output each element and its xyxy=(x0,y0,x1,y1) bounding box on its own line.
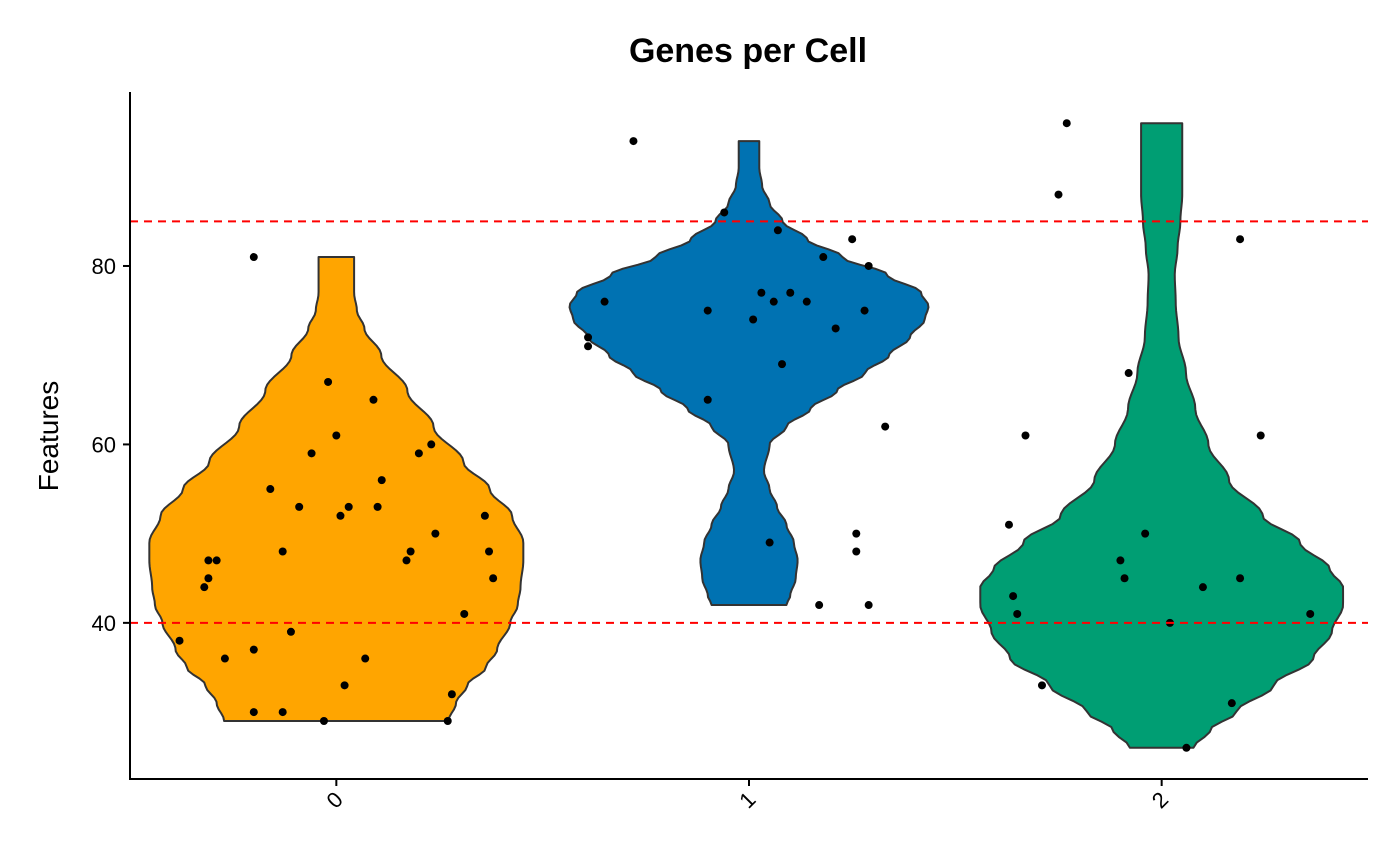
data-point-2-7 xyxy=(1116,556,1125,565)
data-point-2-8 xyxy=(1120,574,1129,583)
data-point-2-3 xyxy=(1021,431,1030,440)
data-point-0-18 xyxy=(336,511,345,520)
data-point-1-4 xyxy=(703,306,712,315)
data-point-1-22 xyxy=(864,601,873,610)
x-tick-label-0: 0 xyxy=(322,787,348,813)
data-point-0-33 xyxy=(480,511,489,520)
data-point-2-16 xyxy=(1236,574,1245,583)
data-point-2-13 xyxy=(1198,583,1207,592)
jitter-points-layer xyxy=(175,119,1315,752)
data-point-0-17 xyxy=(332,431,341,440)
data-point-0-16 xyxy=(324,377,333,386)
data-point-2-2 xyxy=(1013,609,1022,618)
data-point-0-5 xyxy=(220,654,229,663)
data-point-1-23 xyxy=(864,261,873,270)
data-point-2-0 xyxy=(1004,520,1013,529)
data-point-1-14 xyxy=(802,297,811,306)
data-point-2-18 xyxy=(1306,609,1315,618)
data-point-1-12 xyxy=(778,360,787,369)
data-point-0-11 xyxy=(278,547,287,556)
data-point-0-15 xyxy=(319,717,328,726)
data-point-0-28 xyxy=(427,440,436,449)
data-point-0-21 xyxy=(361,654,370,663)
data-point-1-7 xyxy=(749,315,758,324)
data-point-2-12 xyxy=(1182,743,1191,752)
data-point-0-9 xyxy=(266,485,275,494)
violin-1 xyxy=(568,140,930,607)
data-point-1-6 xyxy=(720,208,729,217)
data-point-2-15 xyxy=(1236,235,1245,244)
data-point-0-19 xyxy=(340,681,349,690)
data-point-1-18 xyxy=(848,235,857,244)
y-tick-label-60: 60 xyxy=(92,432,116,457)
data-point-1-2 xyxy=(600,297,609,306)
data-point-0-30 xyxy=(443,717,452,726)
data-point-0-22 xyxy=(369,395,378,404)
data-point-2-10 xyxy=(1141,529,1150,538)
data-point-0-2 xyxy=(204,574,213,583)
data-point-0-7 xyxy=(249,645,258,654)
violin-2 xyxy=(979,122,1345,749)
data-point-1-20 xyxy=(852,547,861,556)
data-point-0-23 xyxy=(373,502,382,511)
data-point-1-17 xyxy=(831,324,840,333)
data-point-1-8 xyxy=(757,288,766,297)
data-point-1-1 xyxy=(584,342,593,351)
data-point-0-10 xyxy=(278,708,287,717)
data-point-0-0 xyxy=(175,636,184,645)
data-point-1-3 xyxy=(629,137,638,146)
data-point-0-31 xyxy=(447,690,456,699)
data-point-2-14 xyxy=(1227,699,1236,708)
data-point-2-17 xyxy=(1256,431,1265,440)
violin-0 xyxy=(148,256,525,723)
x-tick-label-2: 2 xyxy=(1147,787,1173,813)
data-point-0-12 xyxy=(286,627,295,636)
data-point-1-15 xyxy=(815,601,824,610)
data-point-0-8 xyxy=(249,708,258,717)
data-point-0-34 xyxy=(485,547,494,556)
data-point-0-4 xyxy=(212,556,221,565)
data-point-0-35 xyxy=(489,574,498,583)
data-point-1-10 xyxy=(769,297,778,306)
data-point-1-21 xyxy=(860,306,869,315)
y-tick-label-40: 40 xyxy=(92,611,116,636)
data-point-1-19 xyxy=(852,529,861,538)
chart-title: Genes per Cell xyxy=(629,32,867,70)
data-point-0-3 xyxy=(204,556,213,565)
data-point-1-11 xyxy=(773,226,782,235)
axes-layer: 40 60 80 0 1 2 xyxy=(92,92,1368,813)
data-point-0-25 xyxy=(402,556,411,565)
data-point-0-20 xyxy=(344,502,353,511)
data-point-0-27 xyxy=(414,449,423,458)
data-point-2-1 xyxy=(1009,592,1018,601)
data-point-1-13 xyxy=(786,288,795,297)
data-point-1-24 xyxy=(881,422,890,431)
x-tick-label-1: 1 xyxy=(734,787,760,813)
data-point-0-29 xyxy=(431,529,440,538)
data-point-1-9 xyxy=(765,538,774,547)
violins-layer xyxy=(148,122,1345,749)
data-point-1-16 xyxy=(819,253,828,262)
data-point-0-6 xyxy=(249,253,258,262)
reference-lines-layer xyxy=(130,220,1368,624)
y-axis-label: Features xyxy=(33,381,64,492)
data-point-0-24 xyxy=(377,476,386,485)
data-point-0-1 xyxy=(200,583,209,592)
data-point-0-13 xyxy=(295,502,304,511)
data-point-2-9 xyxy=(1124,369,1133,378)
data-point-2-4 xyxy=(1037,681,1046,690)
data-point-0-14 xyxy=(307,449,316,458)
data-point-1-0 xyxy=(584,333,593,342)
data-point-1-5 xyxy=(703,395,712,404)
y-tick-label-80: 80 xyxy=(92,254,116,279)
data-point-0-26 xyxy=(406,547,415,556)
data-point-2-6 xyxy=(1062,119,1071,128)
data-point-2-5 xyxy=(1054,190,1063,199)
data-point-0-32 xyxy=(460,609,469,618)
